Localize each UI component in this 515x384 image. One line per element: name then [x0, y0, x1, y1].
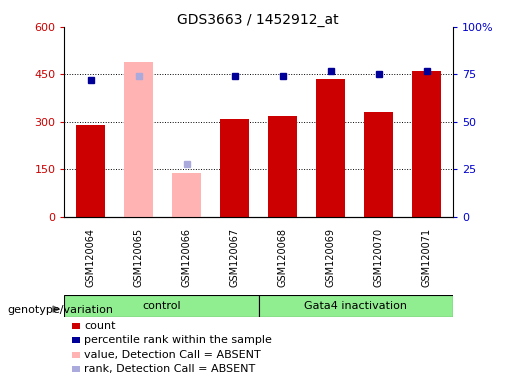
Text: GDS3663 / 1452912_at: GDS3663 / 1452912_at: [177, 13, 338, 27]
Text: Gata4 inactivation: Gata4 inactivation: [304, 301, 407, 311]
Bar: [413, 71, 441, 217]
Bar: [259, 295, 453, 317]
Text: GSM120064: GSM120064: [86, 228, 96, 287]
Bar: [173, 173, 201, 217]
Bar: [76, 125, 105, 217]
Text: genotype/variation: genotype/variation: [8, 305, 114, 314]
Bar: [64, 295, 259, 317]
Text: control: control: [142, 301, 181, 311]
Text: value, Detection Call = ABSENT: value, Detection Call = ABSENT: [84, 350, 261, 360]
Bar: [268, 116, 297, 217]
Bar: [220, 119, 249, 217]
Bar: [365, 113, 393, 217]
Text: GSM120065: GSM120065: [134, 228, 144, 287]
Text: rank, Detection Call = ABSENT: rank, Detection Call = ABSENT: [84, 364, 256, 374]
Text: percentile rank within the sample: percentile rank within the sample: [84, 335, 272, 345]
Text: GSM120071: GSM120071: [422, 228, 432, 287]
Text: GSM120069: GSM120069: [326, 228, 336, 287]
Text: GSM120066: GSM120066: [182, 228, 192, 287]
Bar: [125, 62, 153, 217]
Text: GSM120067: GSM120067: [230, 228, 240, 287]
Text: GSM120070: GSM120070: [374, 228, 384, 287]
Bar: [316, 79, 345, 217]
Text: GSM120068: GSM120068: [278, 228, 288, 287]
Text: count: count: [84, 321, 116, 331]
